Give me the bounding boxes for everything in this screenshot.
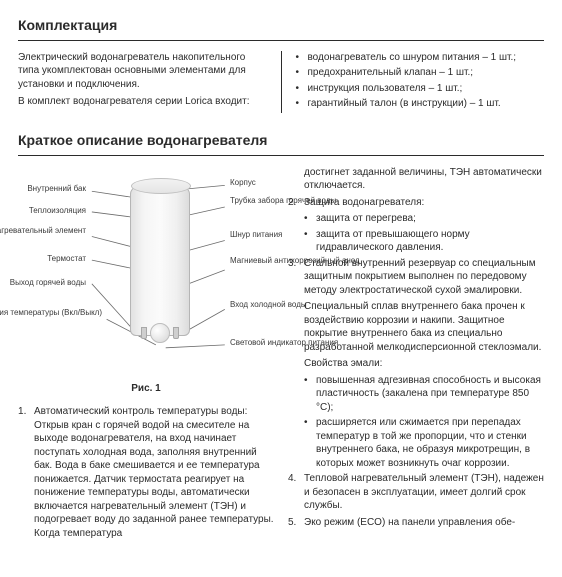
list-item: защита от превышающего норму гидравличес…: [304, 228, 544, 255]
section2-left: Внутренний бак Теплоизоляция Нагреватель…: [18, 166, 274, 544]
s1-divider: [281, 51, 282, 113]
diagram-label: Шнур питания: [230, 230, 282, 239]
section1-title: Комплектация: [18, 16, 544, 41]
numbered-item: 5.Эко режим (ECO) на панели управления о…: [288, 516, 544, 530]
section1-right: водонагреватель со шнуром питания – 1 шт…: [295, 51, 544, 113]
bullet-list: повышенная адгезивная способность и высо…: [288, 374, 544, 471]
bullet-list: защита от перегрева; защита от превышающе…: [288, 212, 544, 255]
list-item: расширяется или сжимается при перепадах …: [304, 416, 544, 470]
left-numbered-list: Автоматический контроль температуры воды…: [18, 405, 274, 540]
s1-left-p1: Электрический водонагреватель накопитель…: [18, 51, 267, 92]
section-komplektatsiya: Комплектация Электрический водонагревате…: [18, 16, 544, 113]
list-item: предохранительный клапан – 1 шт.;: [295, 66, 544, 80]
list-item: водонагреватель со шнуром питания – 1 шт…: [295, 51, 544, 65]
heater-body: [130, 180, 190, 336]
list-item: инструкция пользователя – 1 шт.;: [295, 82, 544, 96]
item-number: 5.: [288, 516, 296, 530]
item-number: 2.: [288, 196, 296, 210]
diagram-label: Выход горячей воды: [10, 278, 86, 287]
item-number: 4.: [288, 472, 296, 486]
paragraph: достигнет заданной величины, ТЭН автомат…: [288, 166, 544, 193]
heater-diagram: Внутренний бак Теплоизоляция Нагреватель…: [18, 166, 274, 376]
numbered-item: 3.Стальной внутренний резервуар со специ…: [288, 257, 544, 298]
s1-right-list: водонагреватель со шнуром питания – 1 шт…: [295, 51, 544, 111]
section2-title: Краткое описание водонагревателя: [18, 131, 544, 156]
paragraph: Свойства эмали:: [288, 357, 544, 371]
item-number: 3.: [288, 257, 296, 271]
section2-columns: Внутренний бак Теплоизоляция Нагреватель…: [18, 166, 544, 544]
list-item: гарантийный талон (в инструкции) – 1 шт.: [295, 97, 544, 111]
heater-pipe-right: [173, 327, 179, 339]
heater-pipe-left: [141, 327, 147, 339]
figure-caption: Рис. 1: [18, 382, 274, 396]
diagram-label: Теплоизоляция: [29, 206, 86, 215]
diagram-label: Термостат: [47, 254, 86, 263]
diagram-label: Ручка регулирования температуры (Вкл/Вык…: [0, 308, 102, 317]
section-description: Краткое описание водонагревателя: [18, 131, 544, 543]
section2-right: достигнет заданной величины, ТЭН автомат…: [288, 166, 544, 544]
diagram-label: Корпус: [230, 178, 256, 187]
diagram-label: Нагревательный элемент: [0, 226, 86, 235]
diagram-label: Внутренний бак: [27, 184, 86, 193]
list-item: защита от перегрева;: [304, 212, 544, 226]
numbered-item: 4.Тепловой нагревательный элемент (ТЭН),…: [288, 472, 544, 513]
diagram-label: Световой индикатор питания: [230, 338, 338, 347]
section1-left: Электрический водонагреватель накопитель…: [18, 51, 267, 113]
section1-columns: Электрический водонагреватель накопитель…: [18, 51, 544, 113]
s1-left-p2: В комплект водонагревателя серии Lorica …: [18, 95, 267, 109]
diagram-label: Вход холодной воды: [230, 300, 307, 309]
numbered-item: 2.Защита водонагревателя:: [288, 196, 544, 210]
list-item: повышенная адгезивная способность и высо…: [304, 374, 544, 415]
list-item: Автоматический контроль температуры воды…: [18, 405, 274, 540]
